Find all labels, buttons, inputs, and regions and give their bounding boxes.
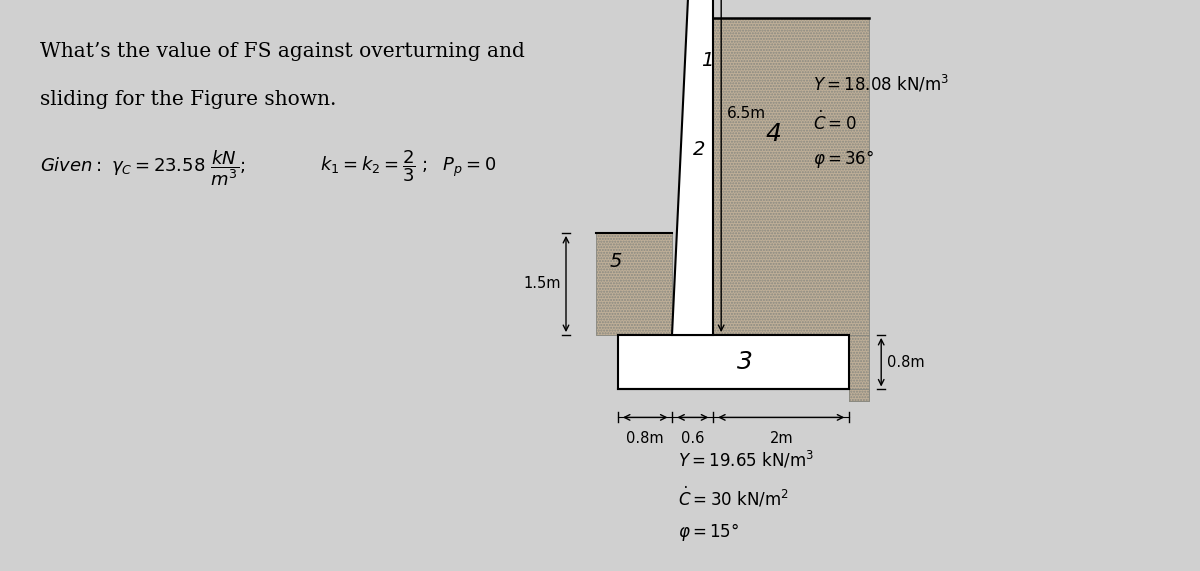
Polygon shape: [850, 389, 869, 401]
Polygon shape: [713, 18, 869, 335]
Text: 1: 1: [701, 51, 713, 70]
Text: $Y = 19.65\ \mathrm{kN/m^3}$: $Y = 19.65\ \mathrm{kN/m^3}$: [678, 449, 814, 471]
Text: $Y = 18.08\ \mathrm{kN/m^3}$: $Y = 18.08\ \mathrm{kN/m^3}$: [814, 73, 949, 94]
Text: What’s the value of FS against overturning and: What’s the value of FS against overturni…: [40, 42, 524, 61]
Text: 5: 5: [610, 252, 622, 271]
Text: sliding for the Figure shown.: sliding for the Figure shown.: [40, 90, 336, 109]
Polygon shape: [672, 0, 713, 335]
Text: 4: 4: [766, 122, 781, 146]
Text: 0.8m: 0.8m: [887, 355, 925, 369]
Polygon shape: [596, 233, 672, 335]
Text: 0.6: 0.6: [682, 432, 704, 447]
Text: $\varphi = 15°$: $\varphi = 15°$: [678, 521, 739, 544]
Text: $\dot{C} = 30\ \mathrm{kN/m^2}$: $\dot{C} = 30\ \mathrm{kN/m^2}$: [678, 485, 788, 509]
Text: $Given:\ \gamma_C = 23.58\ \dfrac{kN}{m^3};$: $Given:\ \gamma_C = 23.58\ \dfrac{kN}{m^…: [40, 148, 246, 188]
Text: 0.8m: 0.8m: [626, 432, 664, 447]
Text: $k_1 = k_2 = \dfrac{2}{3}\ ;\ \ P_p = 0$: $k_1 = k_2 = \dfrac{2}{3}\ ;\ \ P_p = 0$: [320, 148, 497, 184]
Text: 3: 3: [737, 350, 754, 374]
Bar: [618, 335, 850, 389]
Text: 2m: 2m: [769, 432, 793, 447]
Text: 6.5m: 6.5m: [727, 107, 767, 122]
Polygon shape: [850, 335, 869, 401]
Text: 1.5m: 1.5m: [523, 276, 562, 292]
Text: $\dot{C} = 0$: $\dot{C} = 0$: [814, 111, 857, 134]
Text: $\varphi = 36°$: $\varphi = 36°$: [814, 148, 875, 170]
Text: 2: 2: [692, 140, 706, 159]
